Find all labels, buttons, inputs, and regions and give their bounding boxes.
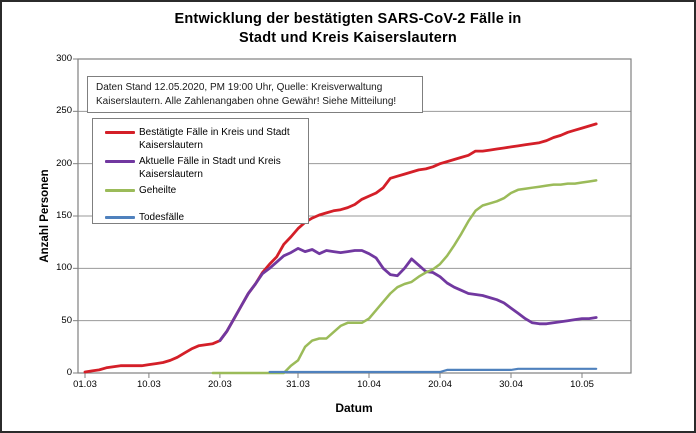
legend-item-active: Aktuelle Fälle in Stadt und Kreis Kaiser… bbox=[105, 155, 302, 181]
y-tick-label: 200 bbox=[56, 157, 72, 169]
info-box-line1: Daten Stand 12.05.2020, PM 19:00 Uhr, Qu… bbox=[96, 82, 383, 93]
y-tick-label: 100 bbox=[56, 262, 72, 274]
x-tick-label: 10.03 bbox=[137, 379, 161, 390]
x-tick-label: 20.04 bbox=[428, 379, 452, 390]
legend-label: Todesfälle bbox=[139, 212, 185, 223]
legend-item-deaths: Todesfälle bbox=[105, 211, 302, 224]
series-line-deaths bbox=[268, 367, 598, 374]
legend-swatch-confirmed bbox=[105, 131, 135, 134]
legend-label: Aktuelle Fälle in Stadt und Kreis Kaiser… bbox=[139, 156, 281, 180]
y-tick-label: 300 bbox=[56, 53, 72, 64]
data-stand-info-box: Daten Stand 12.05.2020, PM 19:00 Uhr, Qu… bbox=[87, 76, 423, 113]
x-tick-label: 10.05 bbox=[570, 379, 594, 390]
legend-swatch-active bbox=[105, 160, 135, 163]
y-tick-label: 50 bbox=[61, 314, 72, 326]
legend-label: Bestätigte Fälle in Kreis und Stadt Kais… bbox=[139, 127, 290, 151]
x-tick-label: 20.03 bbox=[208, 379, 232, 390]
chart-title-line2: Stadt und Kreis Kaiserslautern bbox=[239, 29, 457, 46]
x-tick-label: 01.03 bbox=[73, 379, 97, 390]
chart-title: Entwicklung der bestätigten SARS-CoV-2 F… bbox=[2, 10, 694, 48]
x-tick-label: 10.04 bbox=[357, 379, 381, 390]
y-tick-label: 250 bbox=[56, 105, 72, 117]
series-line-confirmed bbox=[83, 122, 598, 374]
legend-item-recovered: Geheilte bbox=[105, 184, 302, 197]
legend-swatch-deaths bbox=[105, 216, 135, 219]
y-tick-label: 0 bbox=[66, 367, 72, 378]
series-line-active bbox=[218, 246, 598, 343]
x-tick-label: 30.04 bbox=[499, 379, 523, 390]
legend-swatch-recovered bbox=[105, 189, 135, 192]
chart-title-line1: Entwicklung der bestätigten SARS-CoV-2 F… bbox=[174, 11, 522, 27]
y-tick-label: 150 bbox=[56, 210, 72, 221]
info-box-line2: Kaiserslautern. Alle Zahlenangaben ohne … bbox=[96, 96, 397, 107]
x-tick-label: 31.03 bbox=[286, 379, 310, 390]
x-axis-title: Datum bbox=[335, 401, 373, 415]
legend-item-confirmed: Bestätigte Fälle in Kreis und Stadt Kais… bbox=[105, 126, 302, 152]
legend: Bestätigte Fälle in Kreis und Stadt Kais… bbox=[92, 118, 309, 224]
legend-label: Geheilte bbox=[139, 185, 177, 196]
